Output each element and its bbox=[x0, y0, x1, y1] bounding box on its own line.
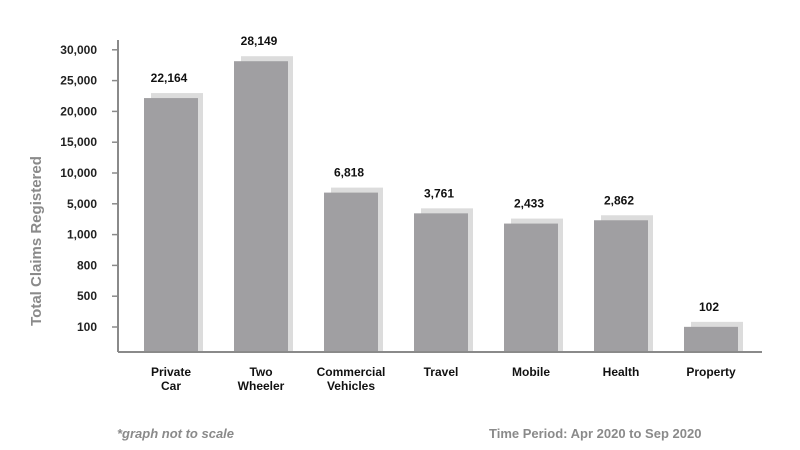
y-tick-label: 800 bbox=[77, 258, 97, 272]
category-labels: Private Car Two Wheeler Commercial Vehicles Tr… bbox=[151, 365, 736, 393]
category-label: Mobile bbox=[512, 365, 550, 379]
value-labels: 22,164 28,149 6,818 3,761 2,433 2,862 102 bbox=[151, 34, 720, 314]
bar-value-label: 2,433 bbox=[514, 197, 544, 211]
y-tick-label: 1,000 bbox=[67, 228, 97, 242]
bar bbox=[144, 98, 198, 352]
y-tick-label: 15,000 bbox=[60, 135, 97, 149]
y-axis-ticks: 100 500 800 1,000 5,000 10,000 15,000 20,000 25,… bbox=[60, 43, 118, 334]
bar bbox=[234, 61, 288, 353]
bar-value-label: 2,862 bbox=[604, 193, 634, 207]
category-label: Health bbox=[603, 365, 640, 379]
y-tick-label: 5,000 bbox=[67, 197, 97, 211]
category-label: Travel bbox=[424, 365, 459, 379]
bar bbox=[594, 220, 648, 352]
category-label: Commercial Vehicles bbox=[317, 365, 386, 393]
bar-value-label: 28,149 bbox=[241, 34, 278, 48]
y-tick-label: 25,000 bbox=[60, 74, 97, 88]
bar bbox=[684, 326, 738, 352]
bar bbox=[504, 223, 558, 352]
category-label: Property bbox=[686, 365, 736, 379]
bar bbox=[414, 213, 468, 352]
bar-value-label: 102 bbox=[699, 300, 719, 314]
y-tick-label: 500 bbox=[77, 289, 97, 303]
y-tick-label: 20,000 bbox=[60, 104, 97, 118]
bar bbox=[324, 192, 378, 352]
category-label: Private Car bbox=[151, 365, 191, 393]
y-axis-title: Total Claims Registered bbox=[28, 156, 45, 326]
y-tick-label: 100 bbox=[77, 320, 97, 334]
bars bbox=[144, 61, 738, 353]
bar-value-label: 22,164 bbox=[151, 71, 188, 85]
y-tick-label: 10,000 bbox=[60, 166, 97, 180]
footnote-not-to-scale: *graph not to scale bbox=[117, 426, 234, 441]
category-label: Two Wheeler bbox=[238, 365, 285, 393]
bar-value-label: 3,761 bbox=[424, 186, 454, 200]
bar-value-label: 6,818 bbox=[334, 166, 364, 180]
time-period-note: Time Period: Apr 2020 to Sep 2020 bbox=[489, 426, 701, 441]
y-tick-label: 30,000 bbox=[60, 43, 97, 57]
